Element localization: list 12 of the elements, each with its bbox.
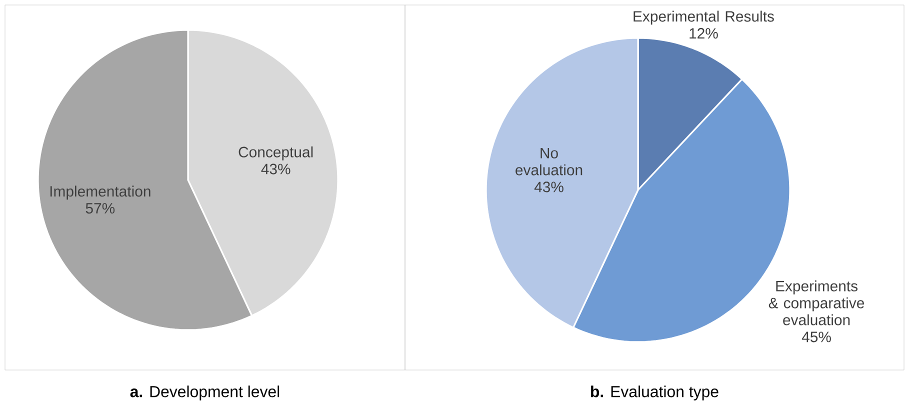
slice-label: Conceptual (238, 146, 313, 160)
text: b. Evaluation type (591, 386, 718, 400)
data-label: 43% (261, 164, 290, 174)
slice-label: Experimental Results (634, 10, 774, 25)
text: a. Development level (130, 386, 280, 400)
slice-label: No evaluation (516, 148, 582, 176)
data-label: 45% (802, 332, 831, 342)
slice-label: Implementation (50, 186, 150, 200)
data-label: 12% (690, 28, 718, 39)
slice-label: Experiments & comparative evaluation (768, 280, 864, 326)
data-label: 43% (534, 182, 564, 192)
data-label: 57% (86, 203, 115, 214)
